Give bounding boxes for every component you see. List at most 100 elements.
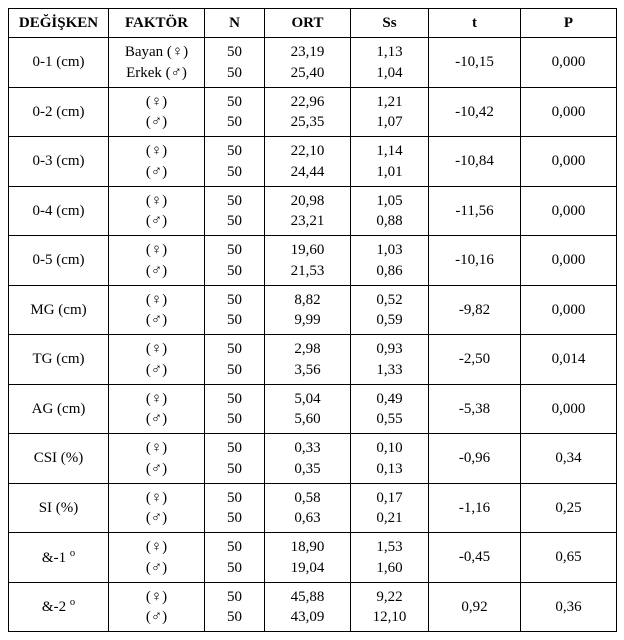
table-row: MG (cm)(♀)(♂)50508,829,990,520,59-9,820,… xyxy=(9,285,617,335)
cell-n: 5050 xyxy=(205,236,265,286)
cell-n: 5050 xyxy=(205,38,265,88)
cell-ort: 0,580,63 xyxy=(265,483,351,533)
col-ort: ORT xyxy=(265,9,351,38)
cell-t: -0,96 xyxy=(429,434,521,484)
cell-ort: 22,9625,35 xyxy=(265,87,351,137)
cell-t: -10,15 xyxy=(429,38,521,88)
table-row: &-1 o(♀)(♂)505018,9019,041,531,60-0,450,… xyxy=(9,533,617,583)
cell-n: 5050 xyxy=(205,186,265,236)
cell-n: 5050 xyxy=(205,483,265,533)
cell-p: 0,36 xyxy=(521,582,617,632)
cell-p: 0,000 xyxy=(521,236,617,286)
cell-p: 0,000 xyxy=(521,38,617,88)
table-body: 0-1 (cm)Bayan (♀)Erkek (♂)505023,1925,40… xyxy=(9,38,617,632)
cell-faktor: (♀)(♂) xyxy=(109,384,205,434)
cell-degisken: AG (cm) xyxy=(9,384,109,434)
cell-p: 0,25 xyxy=(521,483,617,533)
cell-t: -10,42 xyxy=(429,87,521,137)
cell-t: -10,16 xyxy=(429,236,521,286)
cell-degisken: 0-2 (cm) xyxy=(9,87,109,137)
cell-faktor: (♀)(♂) xyxy=(109,137,205,187)
cell-degisken: 0-1 (cm) xyxy=(9,38,109,88)
cell-ort: 19,6021,53 xyxy=(265,236,351,286)
cell-n: 5050 xyxy=(205,137,265,187)
cell-faktor: (♀)(♂) xyxy=(109,533,205,583)
cell-degisken: 0-5 (cm) xyxy=(9,236,109,286)
cell-n: 5050 xyxy=(205,384,265,434)
data-table: DEĞİŞKEN FAKTÖR N ORT Ss t P 0-1 (cm)Bay… xyxy=(8,8,617,632)
cell-p: 0,000 xyxy=(521,285,617,335)
table-row: 0-1 (cm)Bayan (♀)Erkek (♂)505023,1925,40… xyxy=(9,38,617,88)
cell-t: -9,82 xyxy=(429,285,521,335)
cell-ort: 5,045,60 xyxy=(265,384,351,434)
cell-ss: 0,520,59 xyxy=(351,285,429,335)
cell-p: 0,014 xyxy=(521,335,617,385)
cell-n: 5050 xyxy=(205,87,265,137)
cell-n: 5050 xyxy=(205,533,265,583)
cell-ss: 1,050,88 xyxy=(351,186,429,236)
cell-ort: 18,9019,04 xyxy=(265,533,351,583)
cell-degisken: MG (cm) xyxy=(9,285,109,335)
cell-ort: 8,829,99 xyxy=(265,285,351,335)
cell-degisken: 0-3 (cm) xyxy=(9,137,109,187)
cell-ss: 1,211,07 xyxy=(351,87,429,137)
cell-ss: 1,141,01 xyxy=(351,137,429,187)
cell-ort: 22,1024,44 xyxy=(265,137,351,187)
cell-ort: 23,1925,40 xyxy=(265,38,351,88)
cell-ort: 20,9823,21 xyxy=(265,186,351,236)
table-row: &-2 o(♀)(♂)505045,8843,099,2212,100,920,… xyxy=(9,582,617,632)
cell-ss: 0,931,33 xyxy=(351,335,429,385)
cell-t: -1,16 xyxy=(429,483,521,533)
col-n: N xyxy=(205,9,265,38)
cell-faktor: (♀)(♂) xyxy=(109,335,205,385)
cell-faktor: (♀)(♂) xyxy=(109,87,205,137)
col-faktor: FAKTÖR xyxy=(109,9,205,38)
table-row: 0-3 (cm)(♀)(♂)505022,1024,441,141,01-10,… xyxy=(9,137,617,187)
cell-ort: 0,330,35 xyxy=(265,434,351,484)
cell-t: 0,92 xyxy=(429,582,521,632)
cell-p: 0,65 xyxy=(521,533,617,583)
cell-degisken: 0-4 (cm) xyxy=(9,186,109,236)
table-header-row: DEĞİŞKEN FAKTÖR N ORT Ss t P xyxy=(9,9,617,38)
cell-ort: 45,8843,09 xyxy=(265,582,351,632)
cell-t: -11,56 xyxy=(429,186,521,236)
cell-t: -0,45 xyxy=(429,533,521,583)
table-row: CSI (%)(♀)(♂)50500,330,350,100,13-0,960,… xyxy=(9,434,617,484)
col-degisken: DEĞİŞKEN xyxy=(9,9,109,38)
cell-p: 0,000 xyxy=(521,87,617,137)
cell-ss: 0,100,13 xyxy=(351,434,429,484)
cell-p: 0,34 xyxy=(521,434,617,484)
cell-degisken: SI (%) xyxy=(9,483,109,533)
cell-t: -5,38 xyxy=(429,384,521,434)
table-row: SI (%)(♀)(♂)50500,580,630,170,21-1,160,2… xyxy=(9,483,617,533)
cell-p: 0,000 xyxy=(521,186,617,236)
cell-n: 5050 xyxy=(205,582,265,632)
cell-p: 0,000 xyxy=(521,384,617,434)
cell-degisken: CSI (%) xyxy=(9,434,109,484)
cell-faktor: (♀)(♂) xyxy=(109,285,205,335)
cell-n: 5050 xyxy=(205,335,265,385)
cell-degisken: &-1 o xyxy=(9,533,109,583)
cell-faktor: (♀)(♂) xyxy=(109,582,205,632)
cell-ss: 1,531,60 xyxy=(351,533,429,583)
cell-faktor: (♀)(♂) xyxy=(109,483,205,533)
col-ss: Ss xyxy=(351,9,429,38)
cell-degisken: TG (cm) xyxy=(9,335,109,385)
table-row: 0-2 (cm)(♀)(♂)505022,9625,351,211,07-10,… xyxy=(9,87,617,137)
table-row: 0-5 (cm)(♀)(♂)505019,6021,531,030,86-10,… xyxy=(9,236,617,286)
cell-n: 5050 xyxy=(205,285,265,335)
cell-faktor: Bayan (♀)Erkek (♂) xyxy=(109,38,205,88)
cell-t: -10,84 xyxy=(429,137,521,187)
cell-faktor: (♀)(♂) xyxy=(109,236,205,286)
cell-ss: 9,2212,10 xyxy=(351,582,429,632)
cell-ss: 1,131,04 xyxy=(351,38,429,88)
col-p: P xyxy=(521,9,617,38)
table-row: 0-4 (cm)(♀)(♂)505020,9823,211,050,88-11,… xyxy=(9,186,617,236)
cell-faktor: (♀)(♂) xyxy=(109,186,205,236)
cell-faktor: (♀)(♂) xyxy=(109,434,205,484)
cell-degisken: &-2 o xyxy=(9,582,109,632)
table-row: AG (cm)(♀)(♂)50505,045,600,490,55-5,380,… xyxy=(9,384,617,434)
cell-t: -2,50 xyxy=(429,335,521,385)
table-row: TG (cm)(♀)(♂)50502,983,560,931,33-2,500,… xyxy=(9,335,617,385)
cell-n: 5050 xyxy=(205,434,265,484)
